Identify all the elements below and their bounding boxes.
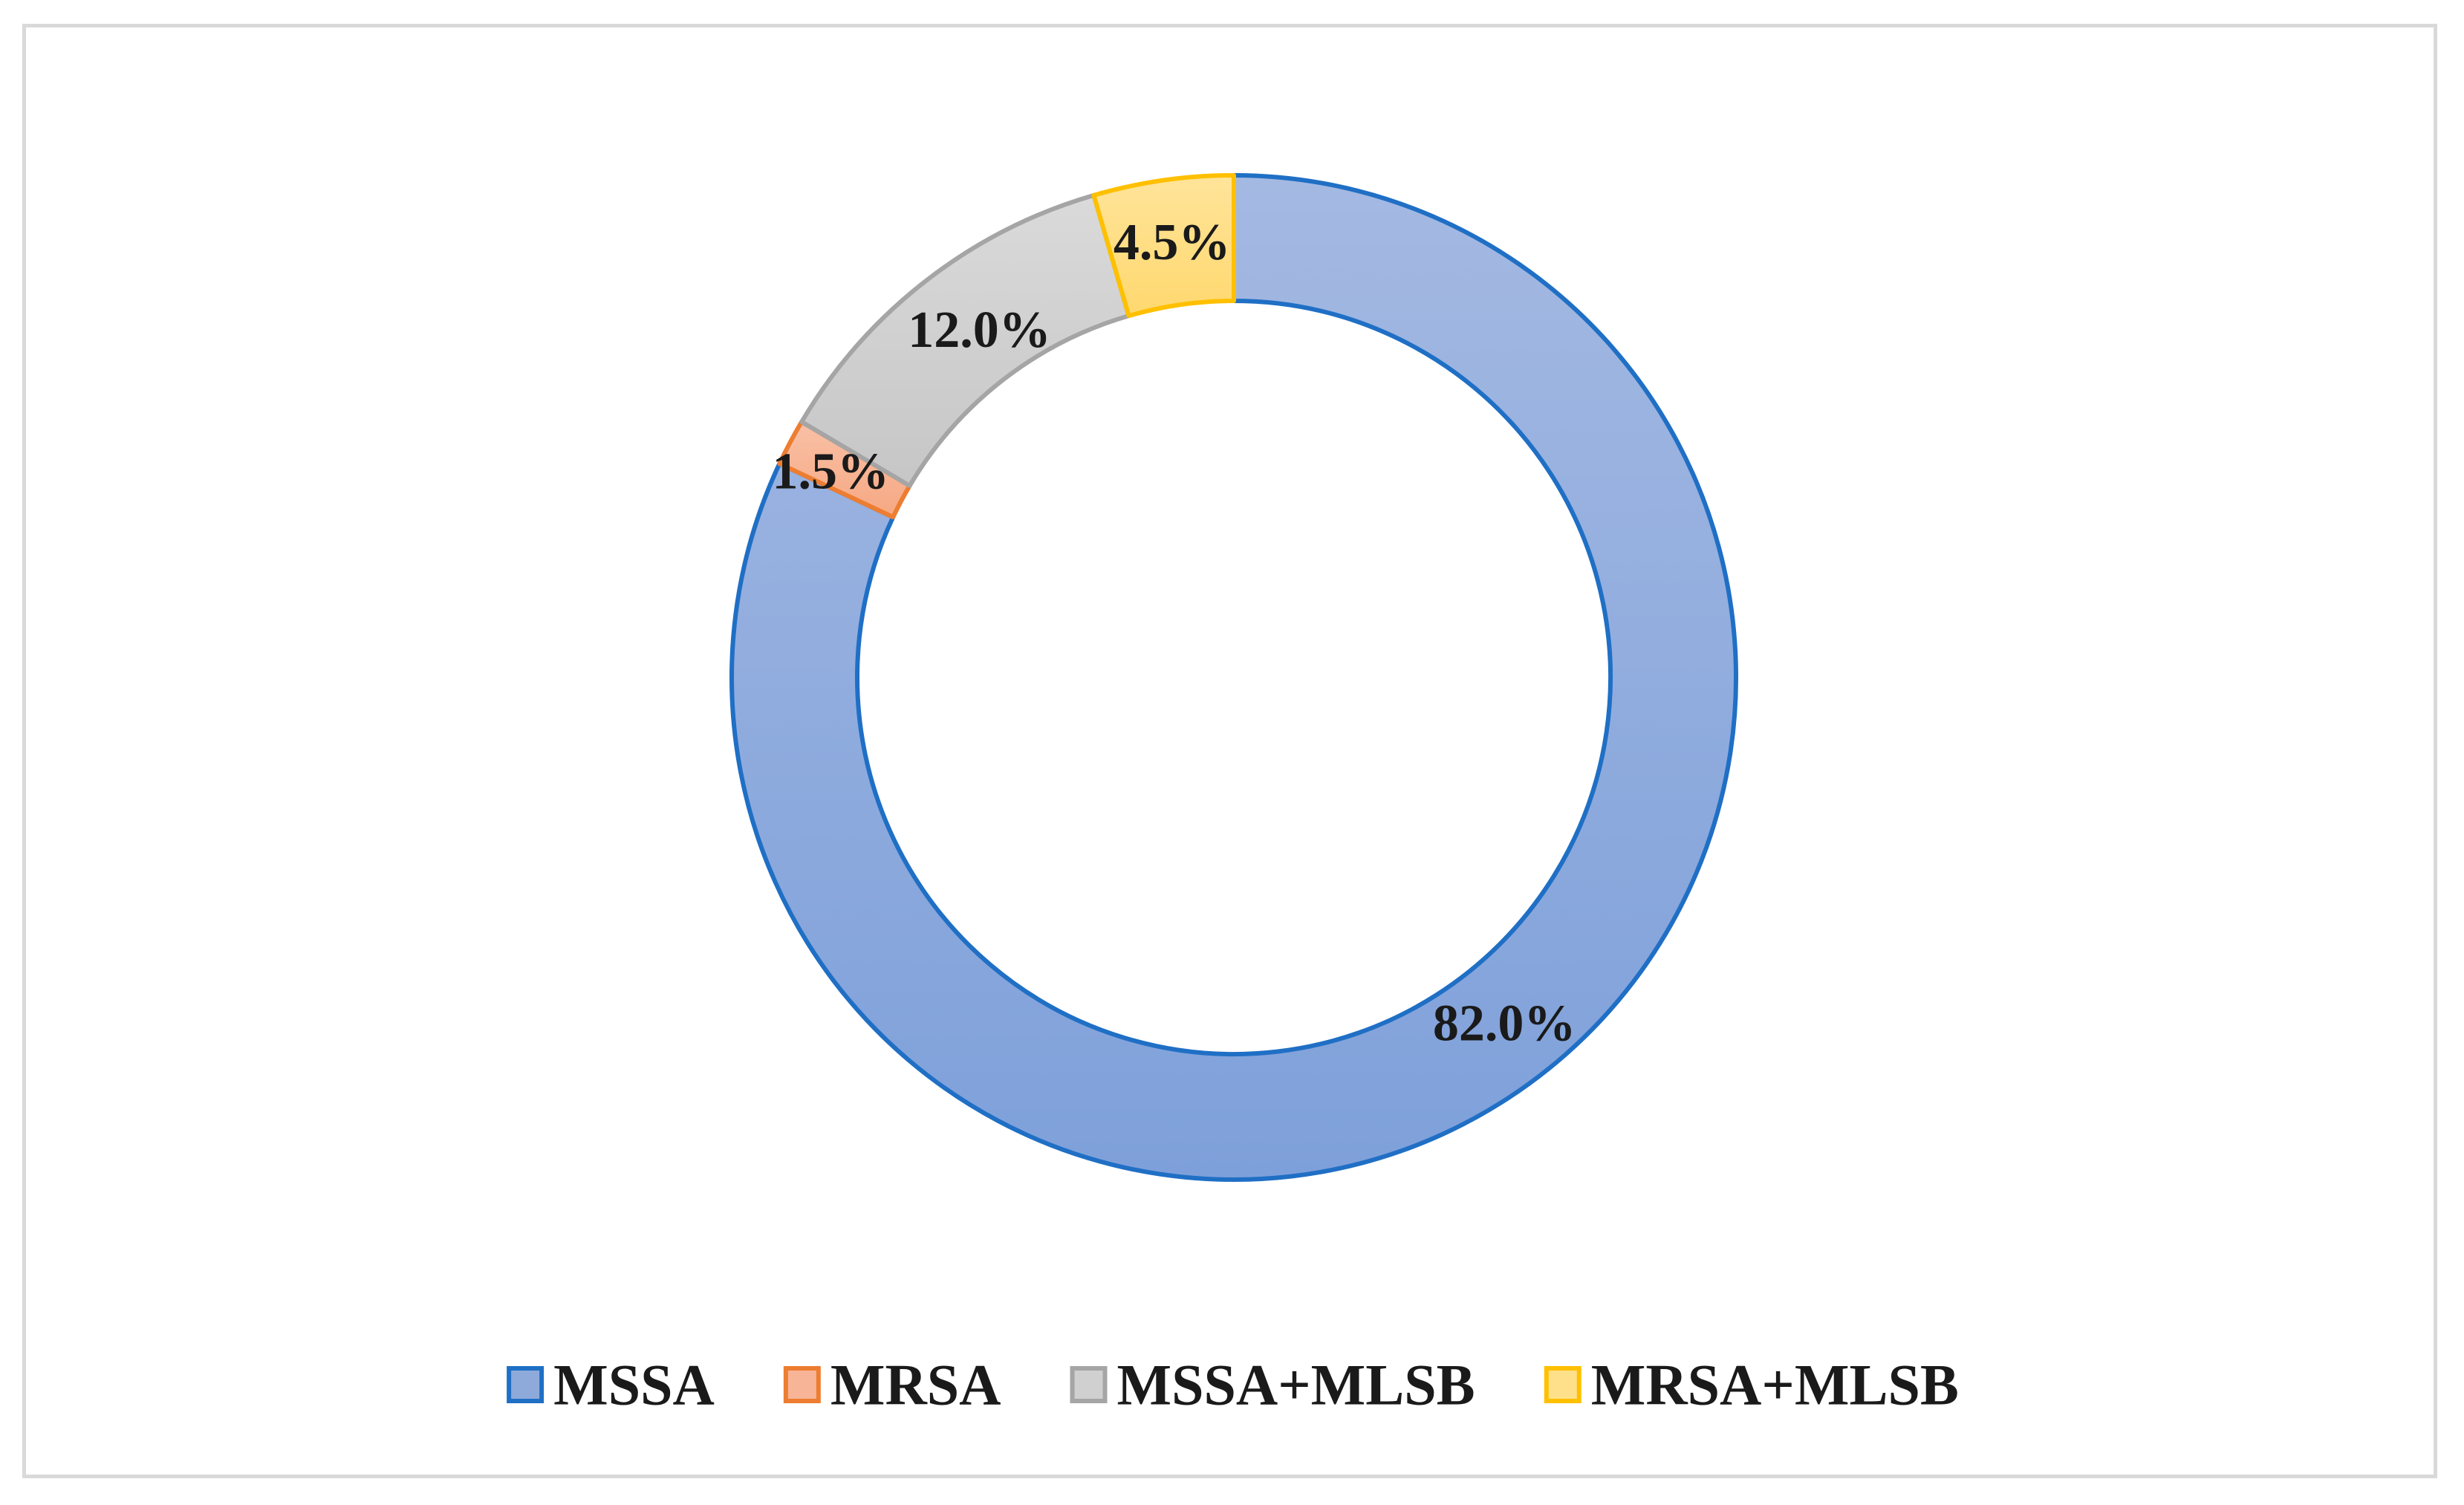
- legend-item-mssa[interactable]: MSSA: [507, 1353, 715, 1417]
- legend-swatch: [507, 1366, 545, 1403]
- data-label-mssa: 82.0%: [1433, 995, 1576, 1053]
- data-label-mssa-plus-mlsb: 12.0%: [908, 302, 1051, 359]
- legend-label: MRSA: [830, 1353, 1001, 1417]
- data-label-mrsa-plus-mlsb: 4.5%: [1114, 214, 1231, 271]
- legend: MSSA MRSA MSSA+MLSB MRSA+MLSB: [507, 1353, 1959, 1417]
- legend-label: MSSA+MLSB: [1117, 1353, 1475, 1417]
- legend-swatch: [1544, 1366, 1582, 1403]
- data-label-mrsa: 1.5%: [773, 443, 890, 501]
- legend-label: MRSA+MLSB: [1591, 1353, 1959, 1417]
- legend-label: MSSA: [553, 1353, 715, 1417]
- legend-swatch: [783, 1366, 821, 1403]
- legend-swatch: [1070, 1366, 1108, 1403]
- slice-mssa[interactable]: [729, 173, 1739, 1182]
- legend-item-mrsa-plus-mlsb[interactable]: MRSA+MLSB: [1544, 1353, 1959, 1417]
- data-labels: 82.0% 1.5% 12.0% 4.5%: [773, 214, 1576, 1053]
- legend-item-mrsa[interactable]: MRSA: [783, 1353, 1001, 1417]
- legend-item-mssa-plus-mlsb[interactable]: MSSA+MLSB: [1070, 1353, 1475, 1417]
- donut-slices: [729, 173, 1739, 1182]
- slice-mrsa-plus-mlsb[interactable]: [1091, 173, 1236, 319]
